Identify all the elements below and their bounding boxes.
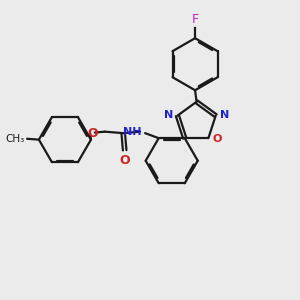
Text: O: O [87, 127, 98, 140]
Text: CH₃: CH₃ [5, 134, 25, 144]
Text: N: N [220, 110, 229, 120]
Text: F: F [191, 13, 199, 26]
Text: O: O [119, 154, 130, 167]
Text: O: O [212, 134, 222, 144]
Text: N: N [164, 110, 173, 120]
Text: NH: NH [123, 127, 142, 137]
